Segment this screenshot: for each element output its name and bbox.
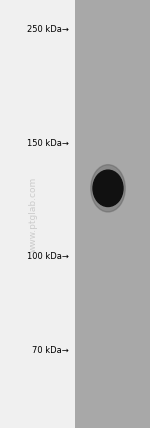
Text: 70 kDa→: 70 kDa→	[32, 346, 69, 356]
Text: 250 kDa→: 250 kDa→	[27, 24, 69, 34]
Text: 150 kDa→: 150 kDa→	[27, 139, 69, 148]
Ellipse shape	[93, 170, 123, 207]
Text: www.ptglab.com: www.ptglab.com	[28, 176, 38, 252]
Ellipse shape	[91, 165, 125, 212]
Bar	[75, 0, 150, 428]
Text: 100 kDa→: 100 kDa→	[27, 252, 69, 262]
